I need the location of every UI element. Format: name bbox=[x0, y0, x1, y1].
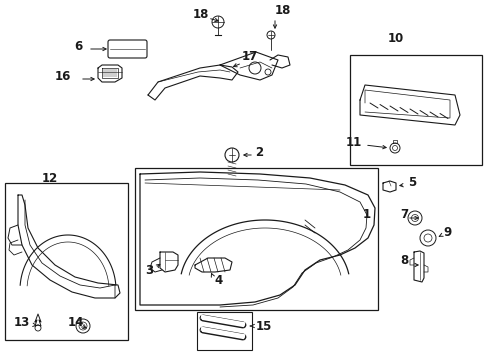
Text: 10: 10 bbox=[387, 31, 404, 45]
Bar bbox=[349, 55, 481, 165]
Bar bbox=[5, 183, 128, 340]
Bar bbox=[135, 168, 377, 310]
Text: 12: 12 bbox=[42, 171, 58, 184]
Text: 17: 17 bbox=[242, 50, 258, 63]
Text: 6: 6 bbox=[74, 40, 82, 54]
Text: 2: 2 bbox=[254, 145, 263, 158]
Bar bbox=[197, 312, 251, 350]
Text: 4: 4 bbox=[214, 274, 222, 287]
Text: 8: 8 bbox=[399, 253, 407, 266]
Text: 11: 11 bbox=[346, 136, 362, 149]
Text: 18: 18 bbox=[274, 4, 291, 17]
Text: 7: 7 bbox=[399, 207, 407, 220]
Text: 1: 1 bbox=[362, 208, 370, 221]
Text: 16: 16 bbox=[55, 71, 71, 84]
Text: 18: 18 bbox=[193, 8, 209, 21]
Text: 14: 14 bbox=[68, 316, 84, 329]
Text: 15: 15 bbox=[256, 320, 272, 333]
Text: 13: 13 bbox=[14, 316, 30, 329]
Text: 3: 3 bbox=[145, 264, 153, 276]
Text: 9: 9 bbox=[442, 225, 450, 238]
Text: 5: 5 bbox=[407, 175, 415, 189]
